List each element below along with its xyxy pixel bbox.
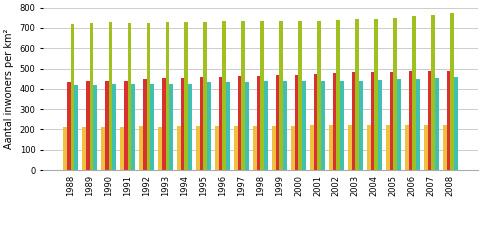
Bar: [86, 81, 90, 170]
Bar: [318, 21, 321, 170]
Bar: [124, 80, 128, 170]
Bar: [246, 82, 249, 170]
Bar: [442, 125, 446, 170]
Bar: [386, 125, 390, 170]
Bar: [184, 22, 188, 170]
Bar: [142, 79, 146, 170]
Bar: [374, 19, 378, 170]
Bar: [260, 21, 264, 170]
Bar: [332, 74, 336, 170]
Bar: [170, 84, 173, 170]
Bar: [70, 24, 74, 170]
Bar: [132, 84, 135, 170]
Bar: [412, 16, 416, 170]
Bar: [120, 127, 124, 170]
Bar: [428, 71, 432, 170]
Bar: [74, 85, 78, 170]
Bar: [242, 21, 246, 170]
Bar: [340, 81, 344, 170]
Bar: [404, 125, 408, 170]
Bar: [454, 78, 458, 170]
Bar: [177, 126, 180, 170]
Bar: [196, 126, 200, 170]
Bar: [291, 126, 294, 170]
Bar: [200, 78, 203, 170]
Bar: [108, 22, 112, 170]
Bar: [162, 78, 166, 170]
Bar: [128, 23, 132, 170]
Bar: [408, 71, 412, 170]
Bar: [450, 13, 454, 170]
Bar: [150, 84, 154, 170]
Bar: [370, 72, 374, 170]
Bar: [321, 81, 325, 170]
Bar: [314, 74, 318, 170]
Bar: [215, 126, 218, 170]
Bar: [272, 126, 276, 170]
Bar: [390, 72, 394, 170]
Bar: [264, 81, 268, 170]
Bar: [378, 80, 382, 170]
Bar: [302, 81, 306, 170]
Bar: [310, 125, 314, 170]
Bar: [234, 126, 237, 170]
Bar: [222, 21, 226, 170]
Bar: [253, 126, 256, 170]
Bar: [352, 72, 356, 170]
Bar: [432, 15, 435, 170]
Bar: [397, 79, 401, 170]
Bar: [348, 125, 352, 170]
Bar: [180, 78, 184, 170]
Bar: [208, 82, 211, 170]
Bar: [82, 127, 86, 170]
Bar: [218, 77, 222, 170]
Bar: [166, 22, 170, 170]
Bar: [394, 18, 397, 170]
Bar: [435, 78, 439, 170]
Bar: [94, 85, 97, 170]
Bar: [424, 125, 428, 170]
Bar: [204, 22, 208, 170]
Bar: [356, 20, 359, 170]
Y-axis label: Aantal inwoners per km²: Aantal inwoners per km²: [4, 29, 14, 149]
Bar: [146, 23, 150, 170]
Bar: [238, 76, 242, 170]
Bar: [446, 70, 450, 170]
Bar: [283, 81, 287, 170]
Bar: [101, 127, 105, 170]
Bar: [276, 75, 280, 170]
Bar: [90, 24, 94, 170]
Bar: [336, 20, 340, 170]
Bar: [158, 127, 162, 170]
Bar: [139, 126, 142, 170]
Bar: [256, 76, 260, 170]
Bar: [188, 84, 192, 170]
Bar: [359, 80, 363, 170]
Bar: [226, 82, 230, 170]
Bar: [294, 75, 298, 170]
Bar: [63, 127, 67, 170]
Bar: [67, 82, 70, 170]
Bar: [416, 79, 420, 170]
Bar: [280, 21, 283, 170]
Bar: [329, 125, 332, 170]
Bar: [298, 21, 302, 170]
Bar: [367, 125, 370, 170]
Bar: [105, 81, 108, 170]
Bar: [112, 84, 116, 170]
